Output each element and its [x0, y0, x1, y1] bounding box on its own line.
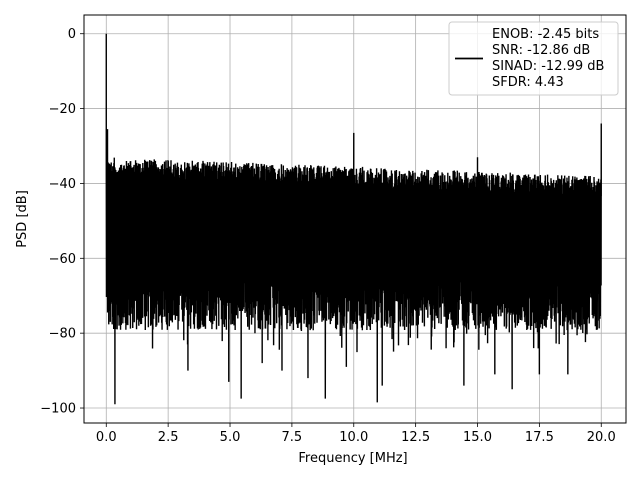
x-tick-label: 5.0	[220, 430, 241, 445]
x-tick-label: 10.0	[339, 430, 368, 445]
legend: ENOB: -2.45 bits SNR: -12.86 dB SINAD: -…	[448, 21, 619, 96]
x-tick-label: 0.0	[96, 430, 117, 445]
x-tick-label: 2.5	[158, 430, 179, 445]
x-tick-label: 17.5	[525, 430, 554, 445]
y-tick-label: −60	[49, 252, 76, 267]
legend-entry-enob: ENOB: -2.45 bits	[492, 27, 599, 42]
psd-trace	[105, 33, 602, 405]
y-tick-label: −100	[40, 402, 76, 417]
y-tick-label: −40	[49, 177, 76, 192]
plot-frame	[83, 14, 627, 424]
legend-entry-sinad: SINAD: -12.99 dB	[492, 59, 604, 74]
legend-box	[448, 21, 619, 96]
legend-entry-snr: SNR: -12.86 dB	[492, 43, 590, 58]
axis-ticks: 0.0 2.5 5.0 7.5 10.0 12.5 15.0 17.5 20.0 0 −20 −40 −…	[40, 27, 615, 445]
x-axis-label: Frequency [MHz]	[298, 451, 407, 466]
y-tick-label: −20	[49, 102, 76, 117]
legend-entry-sfdr: SFDR: 4.43	[492, 75, 564, 90]
x-tick-label: 15.0	[463, 430, 492, 445]
psd-series	[105, 33, 602, 405]
x-tick-label: 12.5	[401, 430, 430, 445]
x-tick-label: 7.5	[282, 430, 303, 445]
y-tick-label: −80	[49, 327, 76, 342]
y-axis-label: PSD [dB]	[15, 190, 30, 248]
y-tick-label: 0	[68, 27, 76, 42]
x-tick-label: 20.0	[587, 430, 616, 445]
